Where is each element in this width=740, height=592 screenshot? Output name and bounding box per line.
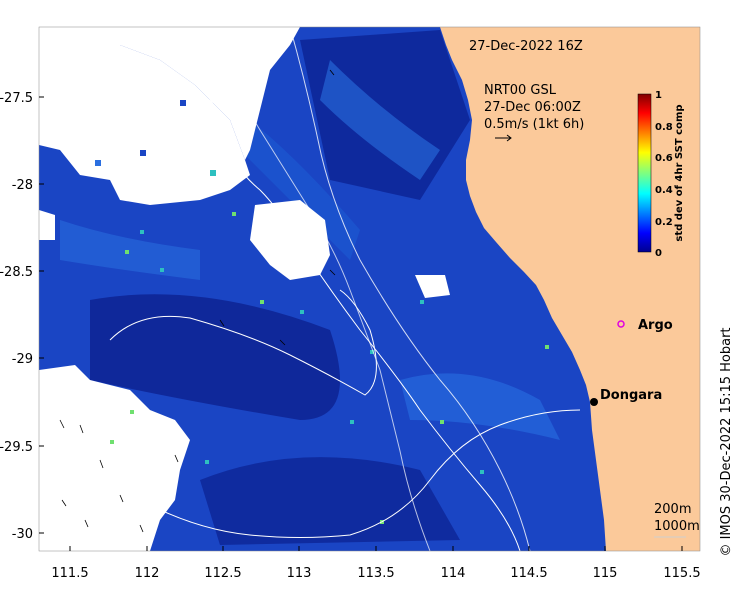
- datetime-label: 27-Dec-2022 16Z: [469, 39, 583, 54]
- bathymetry-contours: [109, 27, 581, 551]
- lon-tick-label: 114: [441, 566, 466, 581]
- imos-credit: © IMOS 30-Dec-2022 15:15 Hobart: [719, 327, 734, 556]
- lat-tick-label: -28.5: [0, 265, 33, 280]
- land-western-australia: [440, 27, 700, 551]
- lat-tick-label: -29: [12, 352, 33, 367]
- colorbar-gradient: [637, 93, 652, 253]
- current-scale-label: 0.5m/s (1kt 6h): [484, 117, 584, 132]
- lon-axis: 111.5 112 112.5 113 113.5 114 114.5 115 …: [51, 546, 701, 581]
- lon-tick-label: 113.5: [357, 566, 394, 581]
- colorbar-tick: 0.2: [655, 217, 673, 228]
- colorbar-tick: 0: [655, 248, 662, 259]
- lat-tick-label: -30: [12, 527, 33, 542]
- lon-tick-label: 112: [135, 566, 160, 581]
- argo-float-marker: [617, 320, 625, 328]
- lon-tick-label: 115: [593, 566, 618, 581]
- lon-tick-label: 112.5: [204, 566, 241, 581]
- lat-axis: -27.5 -28 -28.5 -29 -29.5 -30: [0, 91, 44, 542]
- no-data-regions: [39, 27, 450, 551]
- colorbar-tick: 0.8: [655, 122, 673, 133]
- depth-label-200m: 200m: [654, 502, 691, 517]
- lon-tick-label: 114.5: [510, 566, 547, 581]
- sst-variability-patches: [60, 30, 560, 545]
- lon-tick-label: 111.5: [51, 566, 88, 581]
- colorbar-tick: 0.6: [655, 153, 673, 164]
- argo-label: Argo: [638, 318, 673, 333]
- colorbar-tick: 1: [655, 90, 662, 101]
- dongara-marker: [590, 398, 598, 406]
- depth-label-1000m: 1000m: [654, 519, 700, 534]
- colorbar-label: std dev of 4hr SST comp: [674, 104, 685, 241]
- lon-tick-label: 113: [287, 566, 312, 581]
- colorbar: 0 0.2 0.4 0.6 0.8 1 std dev of 4hr SST c…: [637, 90, 685, 259]
- lat-tick-label: -27.5: [0, 91, 33, 106]
- lon-tick-label: 115.5: [663, 566, 700, 581]
- scale-arrow: [495, 134, 512, 142]
- current-product-label: NRT00 GSL: [484, 83, 557, 98]
- dongara-label: Dongara: [600, 388, 662, 403]
- map-panel: [39, 27, 700, 551]
- colorbar-tick: 0.4: [655, 185, 673, 196]
- map-frame: [38, 26, 701, 552]
- lat-tick-label: -28: [12, 178, 33, 193]
- lat-tick-label: -29.5: [0, 440, 33, 455]
- current-time-label: 27-Dec 06:00Z: [484, 100, 581, 115]
- current-vectors: [59, 69, 336, 533]
